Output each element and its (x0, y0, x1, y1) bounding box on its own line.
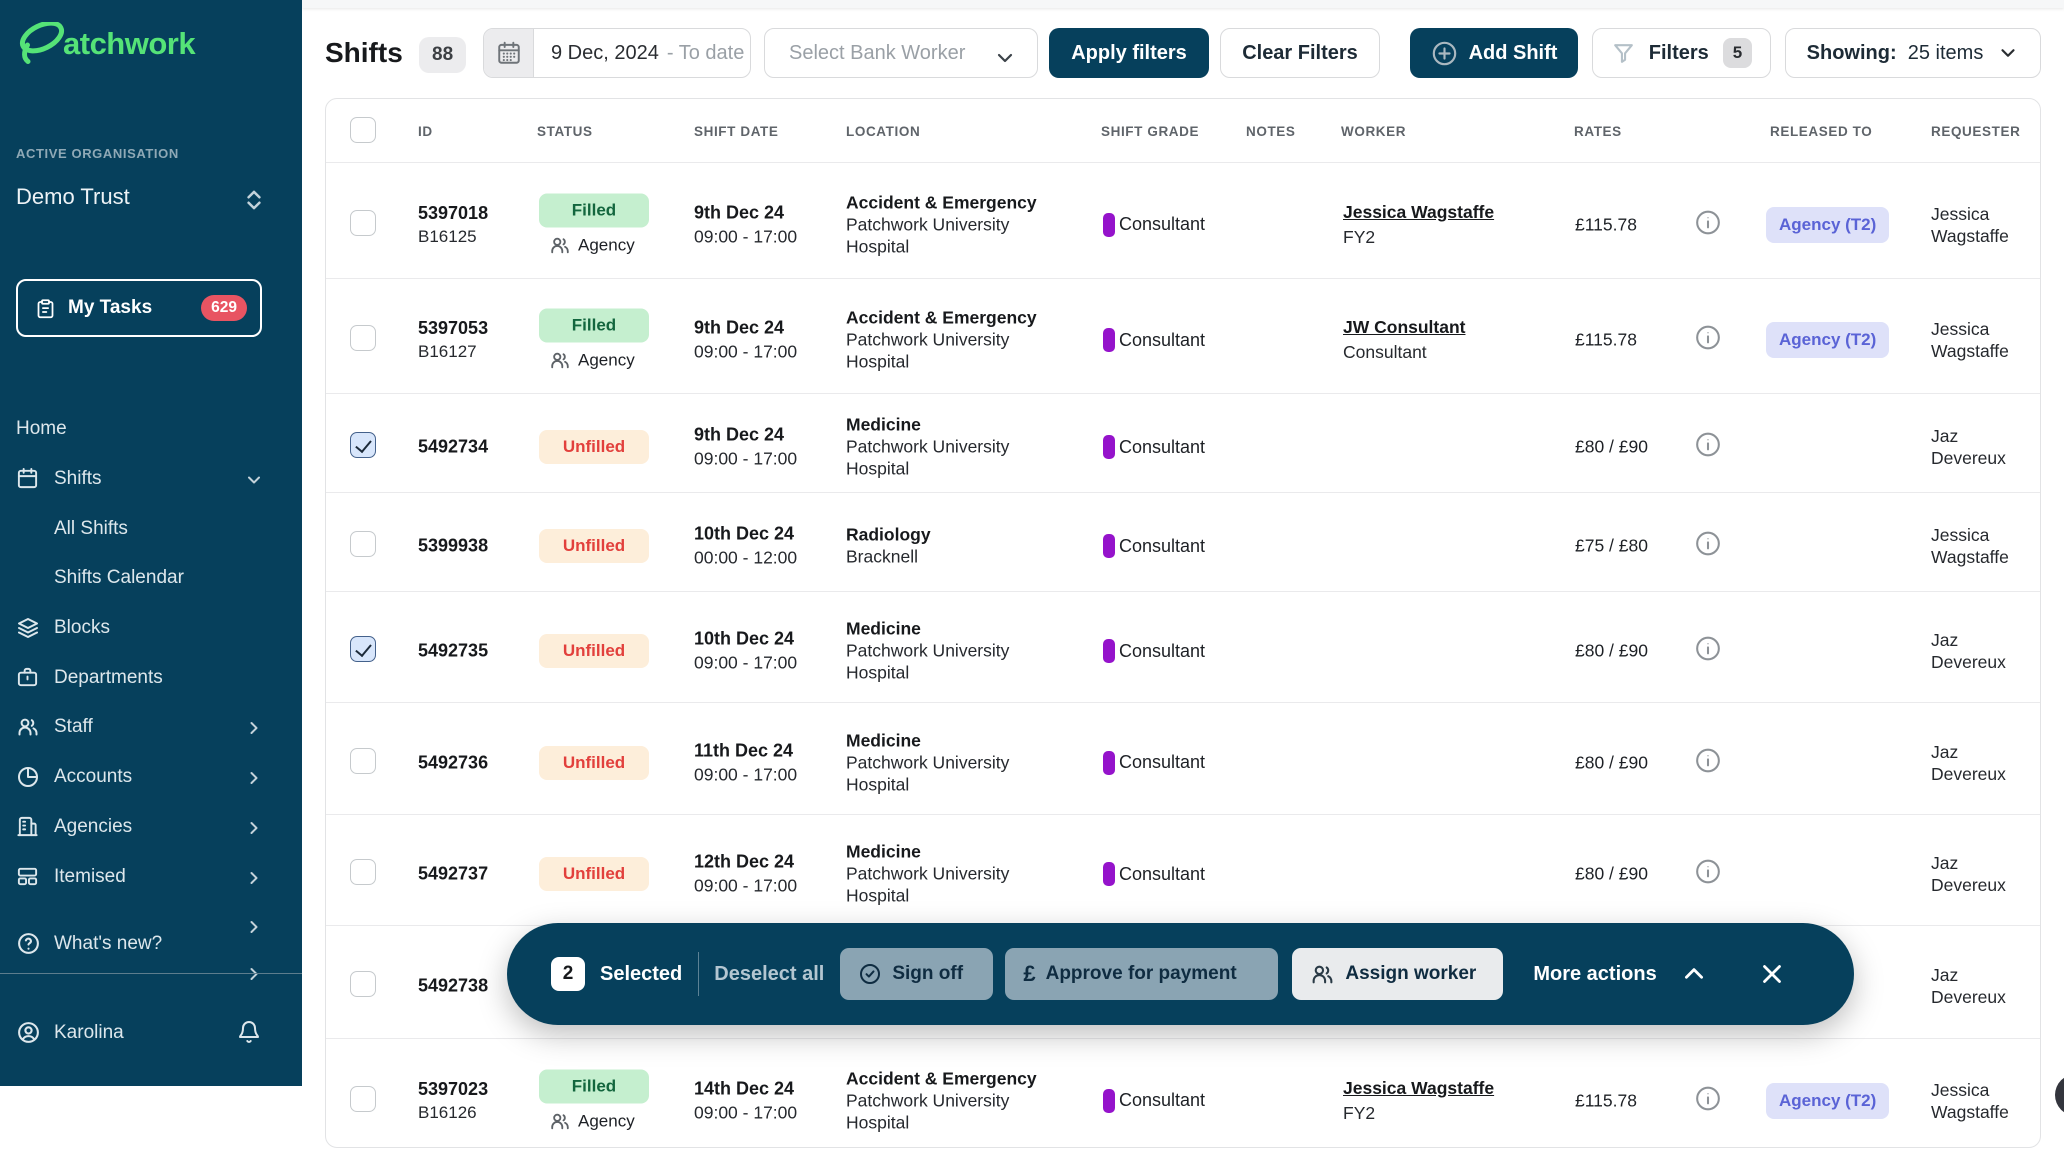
svg-text:atchwork: atchwork (63, 26, 196, 61)
